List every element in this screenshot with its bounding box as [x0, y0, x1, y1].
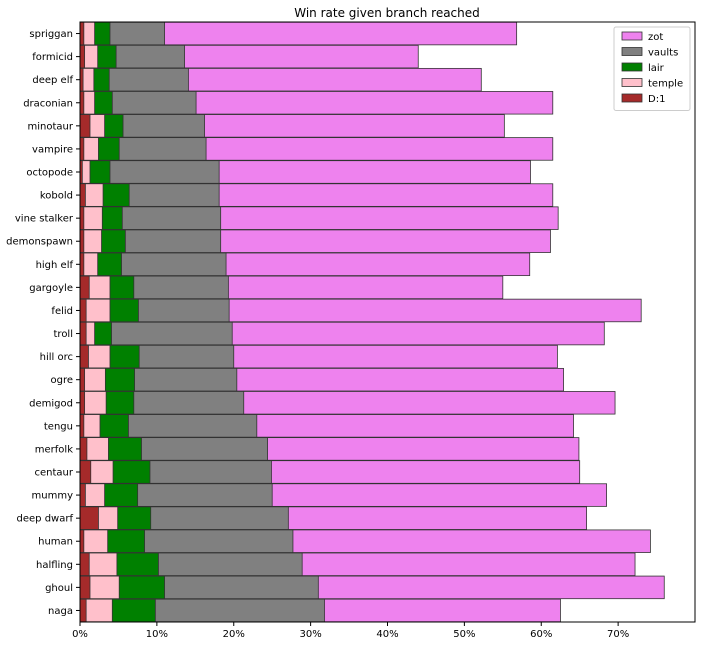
y-tick-label: gargoyle [29, 283, 73, 294]
legend-label: D:1 [648, 94, 665, 105]
bar-d-1-tengu [79, 414, 85, 438]
y-tick-label: vine stalker [15, 214, 74, 225]
y-tick-label: formicid [32, 52, 73, 63]
y-tick-label: mummy [32, 491, 74, 502]
y-tick-label: demonspawn [6, 237, 73, 248]
bar-d-1-draconian [79, 91, 85, 115]
bar-d-1-merfolk [79, 437, 88, 461]
y-tick-label: draconian [23, 98, 73, 109]
y-tick-label: deep elf [32, 75, 73, 86]
x-axis-ticks: 0% 10% 20% 30% 40% 50% 60% 70% [72, 622, 629, 640]
x-tick-label: 10% [146, 629, 168, 640]
bar-d-1-halfling [79, 552, 90, 577]
x-tick-label: 0% [72, 629, 88, 640]
bar-d-1-hill-orc [79, 344, 89, 369]
y-tick-label: ghoul [45, 583, 73, 594]
y-tick-label: high elf [36, 260, 74, 271]
x-tick-label: 40% [376, 629, 398, 640]
legend-label: vaults [648, 48, 678, 59]
y-axis-ticks: spriggan formicid deep elf draconian minotau… [6, 29, 80, 617]
bar-d-1-human [79, 529, 85, 553]
bar-d-1-deep-dwarf [79, 506, 99, 530]
y-tick-label: tengu [44, 421, 73, 432]
bar-d-1-demonspawn [79, 229, 85, 253]
y-tick-label: vampire [32, 144, 73, 155]
bar-d-1-ogre [79, 367, 86, 392]
bars-layer [79, 21, 665, 623]
bar-d-1-mummy [79, 483, 86, 507]
legend-label: lair [648, 63, 665, 74]
legend-swatch [621, 78, 643, 87]
bar-d-1-spriggan [79, 21, 85, 46]
plot-frame [79, 21, 696, 623]
bar-d-1-high-elf [79, 252, 85, 277]
y-tick-label: merfolk [35, 444, 73, 455]
x-tick-label: 70% [607, 629, 629, 640]
y-tick-label: human [38, 537, 73, 548]
bar-d-1-demigod [79, 391, 86, 415]
legend-label: temple [648, 79, 683, 90]
y-tick-label: octopode [26, 168, 73, 179]
legend-label: zot [648, 32, 663, 43]
bar-d-1-kobold [79, 183, 86, 207]
chart-title: Win rate given branch reached [294, 6, 480, 20]
bar-d-1-gargoyle [79, 275, 90, 300]
y-tick-label: ogre [50, 375, 73, 386]
y-tick-label: spriggan [29, 29, 73, 40]
x-tick-label: 60% [530, 629, 552, 640]
y-tick-label: centaur [35, 468, 74, 479]
bar-d-1-troll [79, 321, 87, 346]
x-tick-label: 30% [300, 629, 322, 640]
bar-d-1-ghoul [79, 575, 91, 600]
legend-swatch [621, 47, 643, 56]
y-tick-label: felid [51, 306, 73, 317]
bar-d-1-centaur [79, 460, 92, 484]
x-tick-label: 20% [223, 629, 245, 640]
bar-d-1-vampire [79, 137, 85, 161]
bar-d-1-formicid [79, 44, 86, 69]
y-tick-label: demigod [29, 398, 73, 409]
x-tick-label: 50% [453, 629, 475, 640]
legend-swatch [621, 31, 643, 41]
bar-d-1-minotaur [79, 114, 91, 138]
legend: zot vaults lair temple D:1 [613, 26, 691, 111]
bar-d-1-naga [79, 598, 87, 623]
y-tick-label: halfling [36, 560, 73, 571]
bar-d-1-felid [79, 298, 87, 323]
y-tick-label: hill orc [40, 352, 73, 363]
y-tick-label: deep dwarf [17, 514, 74, 525]
y-tick-label: troll [54, 329, 74, 340]
bar-d-1-vine-stalker [79, 206, 85, 230]
legend-swatch [621, 62, 643, 72]
y-tick-label: minotaur [28, 121, 74, 132]
legend-swatch [621, 93, 643, 103]
y-tick-label: kobold [40, 191, 73, 202]
y-tick-label: naga [48, 606, 73, 617]
